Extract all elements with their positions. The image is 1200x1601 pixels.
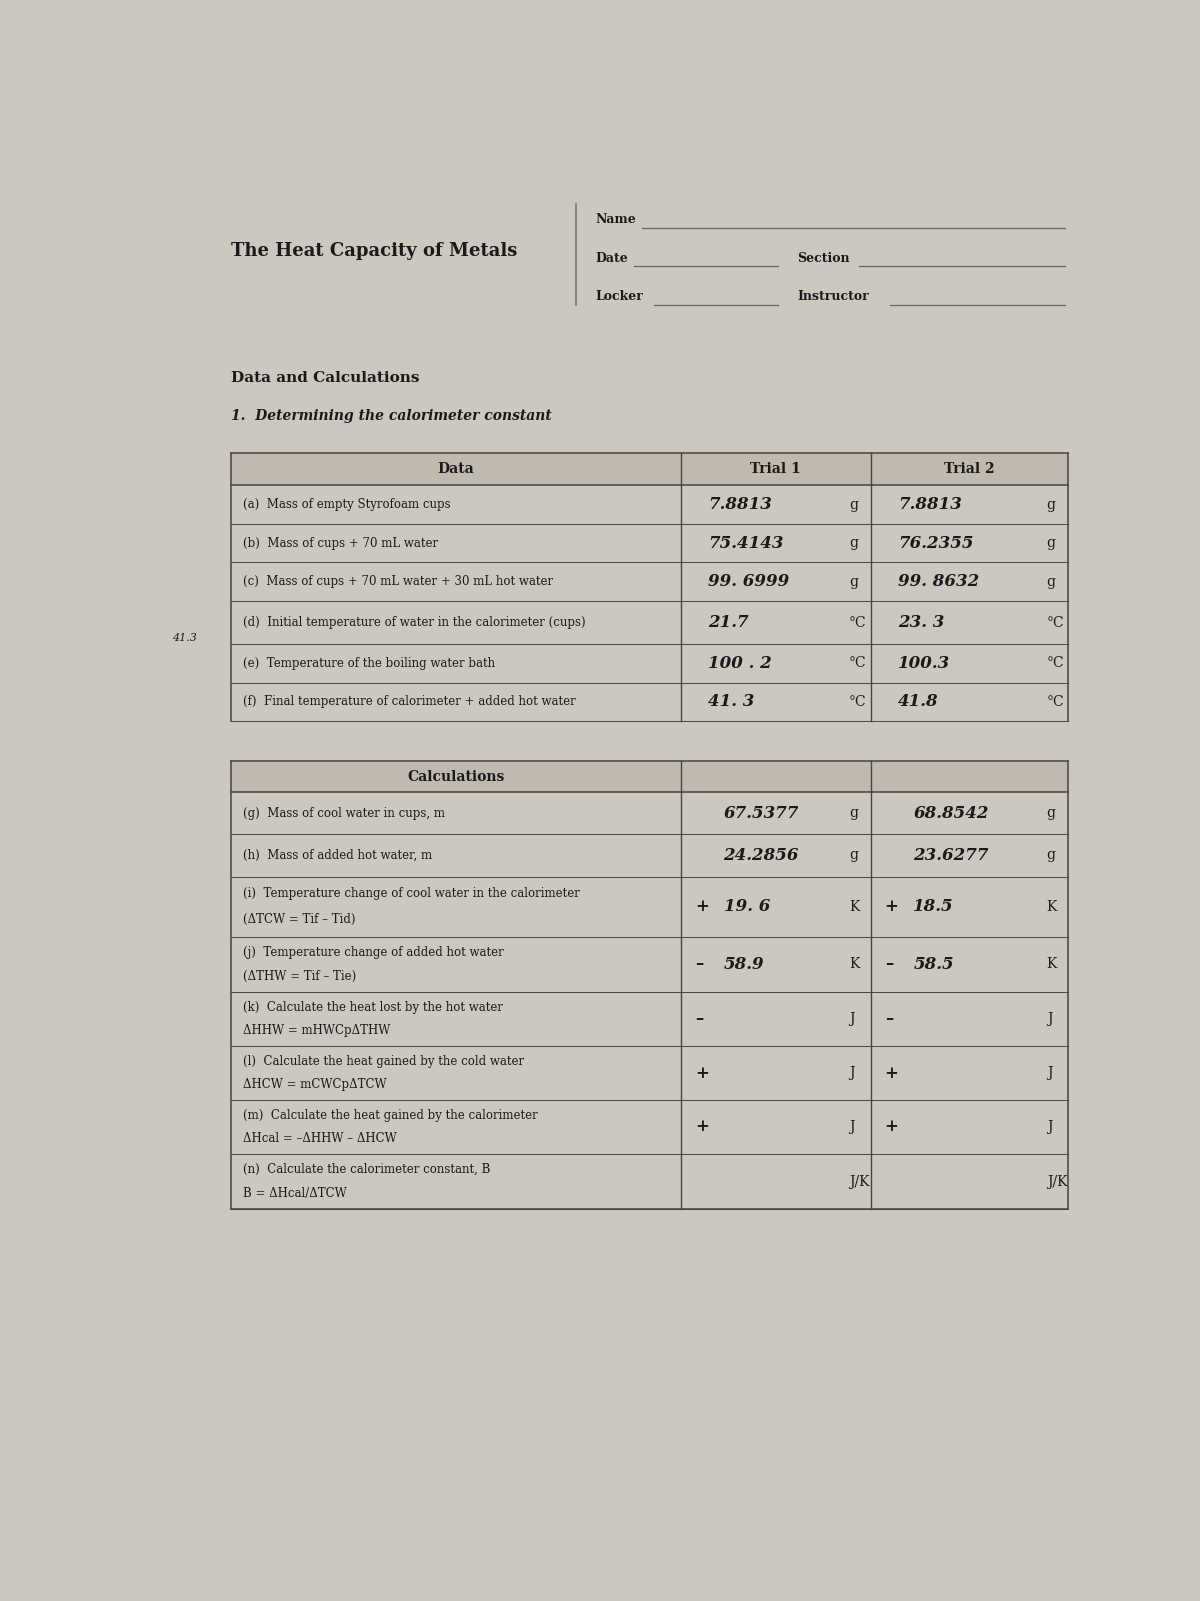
Text: (n)  Calculate the calorimeter constant, B: (n) Calculate the calorimeter constant, …: [242, 1162, 491, 1175]
Text: J/K: J/K: [850, 1175, 870, 1188]
Text: (j)  Temperature change of added hot water: (j) Temperature change of added hot wate…: [242, 946, 504, 959]
Text: +: +: [695, 1119, 709, 1135]
Text: (e)  Temperature of the boiling water bath: (e) Temperature of the boiling water bat…: [242, 656, 496, 669]
Text: K: K: [1046, 900, 1057, 914]
Text: g: g: [850, 536, 858, 551]
Text: 21.7: 21.7: [708, 615, 749, 631]
Text: 23. 3: 23. 3: [898, 615, 944, 631]
Text: 41.8: 41.8: [898, 693, 938, 711]
Text: J: J: [850, 1121, 854, 1134]
Text: g: g: [1046, 536, 1056, 551]
Text: g: g: [1046, 849, 1056, 863]
Text: Locker: Locker: [595, 290, 643, 303]
Text: 23.6277: 23.6277: [913, 847, 989, 865]
Text: 100 . 2: 100 . 2: [708, 655, 772, 672]
Text: 76.2355: 76.2355: [898, 535, 973, 552]
Text: K: K: [1046, 957, 1057, 972]
Text: (i)  Temperature change of cool water in the calorimeter: (i) Temperature change of cool water in …: [242, 887, 580, 900]
Text: 18.5: 18.5: [913, 898, 954, 916]
Text: g: g: [1046, 807, 1056, 820]
Text: (ΔTHW = Tif – Tie): (ΔTHW = Tif – Tie): [242, 970, 356, 983]
Text: Trial 1: Trial 1: [750, 463, 802, 477]
Text: –: –: [884, 956, 893, 973]
Text: 67.5377: 67.5377: [724, 805, 799, 821]
Text: 68.8542: 68.8542: [913, 805, 989, 821]
Text: (d)  Initial temperature of water in the calorimeter (cups): (d) Initial temperature of water in the …: [242, 616, 586, 629]
Text: °C: °C: [850, 615, 866, 629]
Text: J: J: [1046, 1121, 1052, 1134]
Text: +: +: [884, 898, 899, 916]
Text: Section: Section: [797, 251, 850, 264]
Text: g: g: [850, 807, 858, 820]
Text: g: g: [850, 498, 858, 512]
Text: 7.8813: 7.8813: [898, 496, 961, 514]
Text: J/K: J/K: [1046, 1175, 1067, 1188]
Text: 99. 6999: 99. 6999: [708, 573, 790, 591]
Text: 7.8813: 7.8813: [708, 496, 772, 514]
Text: g: g: [1046, 575, 1056, 589]
Text: (m)  Calculate the heat gained by the calorimeter: (m) Calculate the heat gained by the cal…: [242, 1108, 538, 1122]
Text: °C: °C: [1046, 695, 1064, 709]
Text: °C: °C: [1046, 656, 1064, 671]
Text: Name: Name: [595, 213, 636, 226]
Text: g: g: [850, 575, 858, 589]
Text: (g)  Mass of cool water in cups, m: (g) Mass of cool water in cups, m: [242, 807, 445, 820]
Text: (b)  Mass of cups + 70 mL water: (b) Mass of cups + 70 mL water: [242, 536, 438, 549]
Text: K: K: [850, 900, 859, 914]
Text: K: K: [850, 957, 859, 972]
Text: ΔHCW = mCWCpΔTCW: ΔHCW = mCWCpΔTCW: [242, 1079, 386, 1092]
Text: (f)  Final temperature of calorimeter + added hot water: (f) Final temperature of calorimeter + a…: [242, 695, 576, 708]
Text: °C: °C: [1046, 615, 1064, 629]
Text: (a)  Mass of empty Styrofoam cups: (a) Mass of empty Styrofoam cups: [242, 498, 451, 511]
Text: g: g: [850, 849, 858, 863]
Text: 100.3: 100.3: [898, 655, 950, 672]
Text: °C: °C: [850, 695, 866, 709]
Text: +: +: [884, 1119, 899, 1135]
Text: Date: Date: [595, 251, 629, 264]
Text: 58.9: 58.9: [724, 956, 764, 973]
Text: °C: °C: [850, 656, 866, 671]
Text: 24.2856: 24.2856: [724, 847, 799, 865]
Text: J: J: [850, 1012, 854, 1026]
Text: Instructor: Instructor: [797, 290, 869, 303]
Text: (l)  Calculate the heat gained by the cold water: (l) Calculate the heat gained by the col…: [242, 1055, 524, 1068]
Text: ΔHHW = mHWCpΔTHW: ΔHHW = mHWCpΔTHW: [242, 1025, 390, 1037]
Text: –: –: [695, 1010, 703, 1028]
Text: 99. 8632: 99. 8632: [898, 573, 979, 591]
Text: The Heat Capacity of Metals: The Heat Capacity of Metals: [232, 242, 517, 259]
Text: 41.3: 41.3: [172, 632, 197, 644]
Text: 1.  Determining the calorimeter constant: 1. Determining the calorimeter constant: [232, 410, 552, 423]
Bar: [232, 760, 1068, 792]
Text: Data and Calculations: Data and Calculations: [232, 371, 420, 384]
Text: –: –: [884, 1010, 893, 1028]
Text: –: –: [695, 956, 703, 973]
Text: Data: Data: [438, 463, 474, 477]
Text: B = ΔHcal/ΔTCW: B = ΔHcal/ΔTCW: [242, 1188, 347, 1201]
Text: (c)  Mass of cups + 70 mL water + 30 mL hot water: (c) Mass of cups + 70 mL water + 30 mL h…: [242, 575, 553, 588]
Text: g: g: [1046, 498, 1056, 512]
Text: 19. 6: 19. 6: [724, 898, 770, 916]
Text: +: +: [884, 1065, 899, 1082]
Text: J: J: [1046, 1012, 1052, 1026]
Text: Trial 2: Trial 2: [944, 463, 995, 477]
Text: (ΔTCW = Tif – Tid): (ΔTCW = Tif – Tid): [242, 914, 355, 927]
Bar: [232, 453, 1068, 485]
Text: +: +: [695, 898, 709, 916]
Text: (k)  Calculate the heat lost by the hot water: (k) Calculate the heat lost by the hot w…: [242, 1001, 503, 1013]
Text: +: +: [695, 1065, 709, 1082]
Text: (h)  Mass of added hot water, m: (h) Mass of added hot water, m: [242, 849, 432, 861]
Text: Calculations: Calculations: [408, 770, 505, 783]
Text: J: J: [850, 1066, 854, 1081]
Text: ΔHcal = –ΔHHW – ΔHCW: ΔHcal = –ΔHHW – ΔHCW: [242, 1132, 397, 1145]
Text: 58.5: 58.5: [913, 956, 954, 973]
Text: J: J: [1046, 1066, 1052, 1081]
Text: 41. 3: 41. 3: [708, 693, 755, 711]
Text: 75.4143: 75.4143: [708, 535, 784, 552]
